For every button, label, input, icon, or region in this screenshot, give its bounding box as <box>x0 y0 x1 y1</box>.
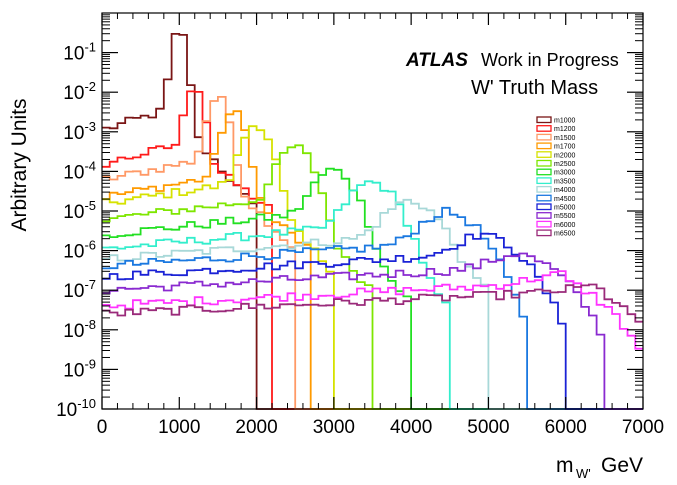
legend-swatch-m6000 <box>536 220 552 228</box>
x-tick-label: 5000 <box>467 417 509 438</box>
legend-swatch-m1200 <box>536 125 552 132</box>
y-tick-label: 10-6 <box>63 238 96 263</box>
experiment-label: ATLAS <box>405 50 468 71</box>
series-line-m5000 <box>102 232 643 410</box>
legend-label-m5000: m5000 <box>554 205 576 212</box>
y-tick-label: 10-10 <box>56 396 96 421</box>
chart-subtitle: W' Truth Mass <box>471 77 598 99</box>
legend-label-m2000: m2000 <box>554 152 576 159</box>
series-line-m6500 <box>102 283 643 323</box>
legend-label-m4500: m4500 <box>554 196 576 203</box>
legend-swatch-m4500 <box>536 194 552 202</box>
legend-swatch-m3500 <box>536 177 552 185</box>
x-axis-title-subscript: W' <box>576 466 591 481</box>
legend-label-m3500: m3500 <box>554 178 576 185</box>
y-tick-label: 10-1 <box>63 40 96 65</box>
legend-label-m4000: m4000 <box>554 187 576 194</box>
legend-swatch-m2500 <box>536 159 552 167</box>
y-tick-label: 10-7 <box>63 277 96 302</box>
legend-label-m6500: m6500 <box>554 231 576 238</box>
status-label: Work in Progress <box>481 50 619 70</box>
x-tick-label: 2000 <box>235 417 277 438</box>
x-tick-label: 1000 <box>158 417 200 438</box>
x-tick-label: 3000 <box>313 417 355 438</box>
legend-label-m1200: m1200 <box>554 126 576 133</box>
legend-label-m2500: m2500 <box>554 161 576 168</box>
legend-label-m1700: m1700 <box>554 144 576 151</box>
y-tick-label: 10-4 <box>63 158 96 183</box>
y-tick-label: 10-8 <box>63 317 96 342</box>
y-tick-label: 10-2 <box>63 79 96 104</box>
series-line-m5500 <box>102 252 643 410</box>
series-layer <box>102 33 643 410</box>
legend-swatch-m3000 <box>536 168 552 176</box>
y-tick-label: 10-3 <box>63 119 96 144</box>
x-axis-title-symbol: m <box>556 454 574 477</box>
legend-swatch-m2000 <box>536 151 552 158</box>
legend-swatch-m1000 <box>536 116 552 124</box>
x-tick-label: 7000 <box>622 417 664 438</box>
legend-swatch-m5000 <box>536 203 552 211</box>
x-tick-label: 6000 <box>545 417 587 438</box>
y-tick-label: 10-5 <box>63 198 96 223</box>
legend-label-m5500: m5500 <box>554 213 576 220</box>
series-line-m4500 <box>102 206 643 410</box>
tick-labels: 0 1000 2000 3000 4000 5000 6000 7000 10-10 10-9 10… <box>56 40 664 438</box>
x-axis-title: m W' GeV <box>556 454 643 481</box>
ticks-layer <box>101 13 644 410</box>
legend-swatch-m4000 <box>536 185 552 193</box>
x-axis-title-unit: GeV <box>601 454 643 477</box>
y-axis-title: Arbitrary Units <box>8 98 31 231</box>
legend-swatch-m6500 <box>536 229 552 237</box>
legend-swatch-m5500 <box>536 212 552 219</box>
series-line-m6000 <box>102 270 643 350</box>
x-tick-label: 4000 <box>390 417 432 438</box>
legend-swatch-m1700 <box>536 142 552 150</box>
legend-label-m6000: m6000 <box>554 222 576 229</box>
y-tick-label: 10-9 <box>63 356 96 381</box>
x-tick-label: 0 <box>97 417 108 438</box>
legend-label-m1000: m1000 <box>554 118 576 125</box>
legend-label-m1500: m1500 <box>554 135 576 142</box>
legend-label-m3000: m3000 <box>554 170 576 177</box>
legend-swatch-m1500 <box>536 133 552 141</box>
